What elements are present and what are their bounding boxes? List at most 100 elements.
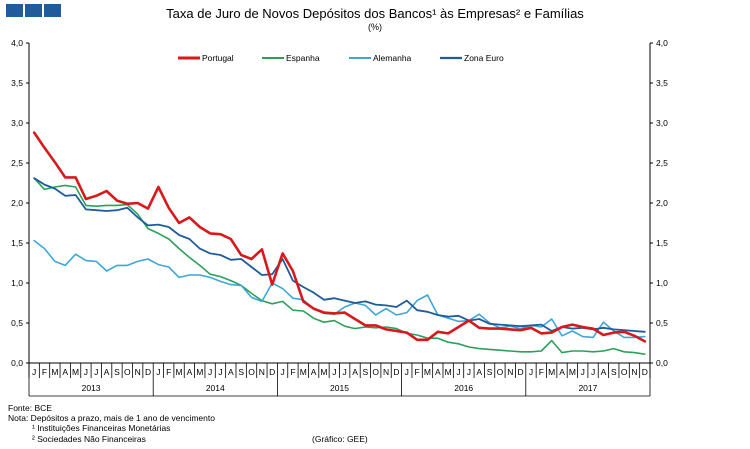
logo-square-3 (44, 4, 61, 17)
footnote-1: ¹ Instituições Financeiras Monetárias (32, 423, 171, 433)
month-label: O (621, 367, 628, 377)
month-label: S (238, 367, 244, 377)
month-label: J (529, 367, 533, 377)
chart-title: Taxa de Juro de Novos Depósitos dos Banc… (166, 6, 584, 21)
month-label: J (405, 367, 409, 377)
month-label: J (156, 367, 160, 377)
month-label: M (548, 367, 555, 377)
month-label: O (372, 367, 379, 377)
source-note: Fonte: BCE (8, 403, 52, 413)
y-tick-label-right: 2,5 (656, 158, 668, 168)
series-line-portugal (32, 131, 647, 343)
month-label: J (332, 367, 336, 377)
y-tick-label-right: 4,0 (656, 38, 668, 48)
month-label: F (290, 367, 295, 377)
legend-label-espanha: Espanha (286, 53, 320, 63)
month-label: M (72, 367, 79, 377)
month-label: A (311, 367, 317, 377)
y-tick-label-left: 4,0 (11, 38, 23, 48)
month-label: A (104, 367, 110, 377)
y-tick-label-left: 2,0 (11, 198, 23, 208)
month-label: D (145, 367, 151, 377)
y-tick-label-left: 1,0 (11, 278, 23, 288)
month-label: D (518, 367, 524, 377)
series-line-zona-euro (33, 177, 646, 333)
month-label: M (445, 367, 452, 377)
month-label: S (114, 367, 120, 377)
month-label: N (135, 367, 141, 377)
y-tick-label-right: 0,0 (656, 358, 668, 368)
year-label: 2017 (578, 383, 597, 393)
y-tick-label-left: 0,0 (11, 358, 23, 368)
month-label: J (208, 367, 212, 377)
month-label: F (415, 367, 420, 377)
month-label: J (84, 367, 88, 377)
month-label: F (166, 367, 171, 377)
y-tick-label-right: 2,0 (656, 198, 668, 208)
year-label: 2013 (82, 383, 101, 393)
year-label: 2015 (330, 383, 349, 393)
month-label: N (507, 367, 513, 377)
y-tick-label-right: 0,5 (656, 318, 668, 328)
y-tick-label-right: 3,5 (656, 78, 668, 88)
y-tick-label-right: 3,0 (656, 118, 668, 128)
month-label: M (176, 367, 183, 377)
year-label: 2016 (454, 383, 473, 393)
month-label: A (559, 367, 565, 377)
legend-label-portugal: Portugal (202, 53, 234, 63)
month-label: M (196, 367, 203, 377)
logo-square-1 (6, 4, 23, 17)
series-line-espanha (33, 177, 646, 356)
month-label: J (280, 367, 284, 377)
logo-square-2 (25, 4, 42, 17)
y-tick-label-right: 1,0 (656, 278, 668, 288)
month-label: S (363, 367, 369, 377)
month-label: M (569, 367, 576, 377)
month-label: M (300, 367, 307, 377)
month-label: D (393, 367, 399, 377)
y-tick-label-left: 3,0 (11, 118, 23, 128)
month-label: O (124, 367, 131, 377)
month-label: M (424, 367, 431, 377)
month-label: J (218, 367, 222, 377)
month-label: N (259, 367, 265, 377)
month-label: J (343, 367, 347, 377)
month-label: A (352, 367, 358, 377)
month-label: A (435, 367, 441, 377)
year-label: 2014 (206, 383, 225, 393)
legend-label-zona-euro: Zona Euro (464, 53, 504, 63)
month-label: N (383, 367, 389, 377)
month-label: A (476, 367, 482, 377)
y-tick-label-left: 3,5 (11, 78, 23, 88)
month-label: J (456, 367, 460, 377)
month-label: F (539, 367, 544, 377)
month-label: M (51, 367, 58, 377)
month-label: S (487, 367, 493, 377)
month-label: F (42, 367, 47, 377)
note-text: Nota: Depósitos a prazo, mais de 1 ano d… (8, 413, 215, 423)
y-tick-label-left: 2,5 (11, 158, 23, 168)
y-tick-label-left: 0,5 (11, 318, 23, 328)
chart-subtitle: (%) (368, 22, 382, 32)
month-label: J (581, 367, 585, 377)
legend-label-alemanha: Alemanha (373, 53, 412, 63)
month-label: J (32, 367, 36, 377)
month-label: A (187, 367, 193, 377)
footnote-2: ² Sociedades Não Financeiras (32, 434, 146, 444)
y-tick-label-left: 1,5 (11, 238, 23, 248)
month-label: A (228, 367, 234, 377)
month-label: J (467, 367, 471, 377)
month-label: D (269, 367, 275, 377)
month-label: A (601, 367, 607, 377)
month-label: M (320, 367, 327, 377)
month-label: S (611, 367, 617, 377)
month-label: D (642, 367, 648, 377)
y-tick-label-right: 1,5 (656, 238, 668, 248)
chart-credit: (Gráfico: GEE) (312, 434, 368, 444)
month-label: A (62, 367, 68, 377)
month-label: J (591, 367, 595, 377)
month-label: O (248, 367, 255, 377)
month-label: O (497, 367, 504, 377)
month-label: N (631, 367, 637, 377)
